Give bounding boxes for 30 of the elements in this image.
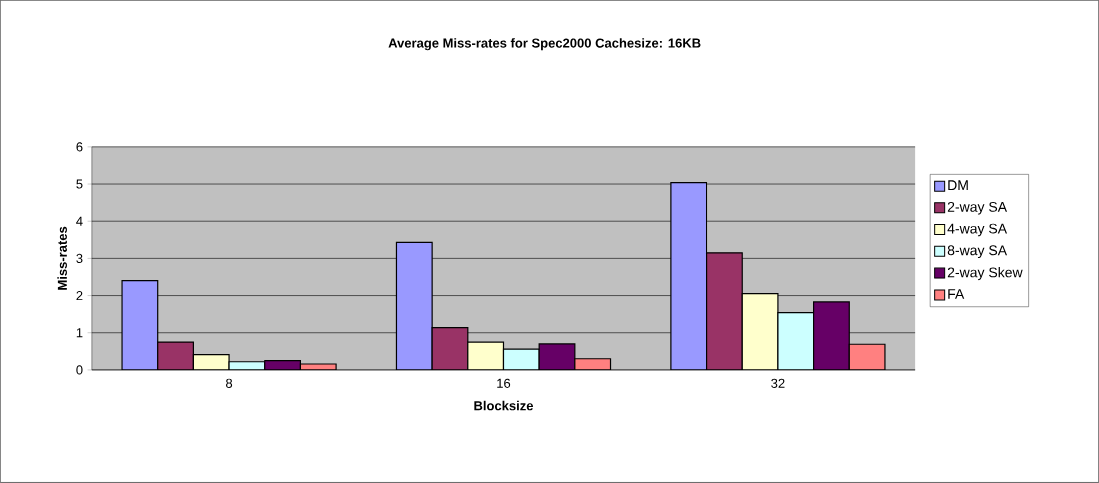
legend-label: 8-way SA: [947, 245, 1008, 259]
bar: [157, 342, 194, 371]
legend-label: 4-way SA: [947, 223, 1008, 237]
y-axis-title: Miss-rates: [57, 226, 67, 290]
bar: [670, 182, 708, 371]
bar: [122, 280, 158, 371]
bar: [431, 327, 469, 371]
legend-label: FA: [948, 289, 965, 299]
x-tick-label: 32: [771, 378, 785, 389]
legend-label: DM: [948, 180, 968, 191]
y-tick-label: 5: [76, 179, 83, 189]
bar: [502, 348, 540, 371]
y-tick-label: 0: [76, 365, 83, 375]
y-tick-label: 6: [76, 142, 83, 152]
y-tick-label: 2: [76, 291, 83, 301]
y-tick-label: 3: [76, 253, 83, 264]
bar: [813, 301, 850, 371]
bar: [395, 241, 433, 371]
legend-label: 2-way SA: [947, 202, 1008, 215]
x-tick-label: 8: [226, 378, 233, 389]
bar: [705, 252, 743, 371]
y-tick-label: 4: [76, 216, 83, 226]
x-tick-label: 16: [497, 378, 511, 389]
bar: [777, 312, 815, 371]
bar: [467, 341, 505, 371]
y-tick-label: 1: [76, 328, 83, 338]
chart-title: Average Miss-rates for Spec2000 Cachesize: 16KB: [388, 38, 701, 51]
legend-label: 2-way Skew: [947, 267, 1023, 281]
bar: [741, 293, 779, 371]
x-axis-title: Blocksize: [474, 400, 534, 411]
